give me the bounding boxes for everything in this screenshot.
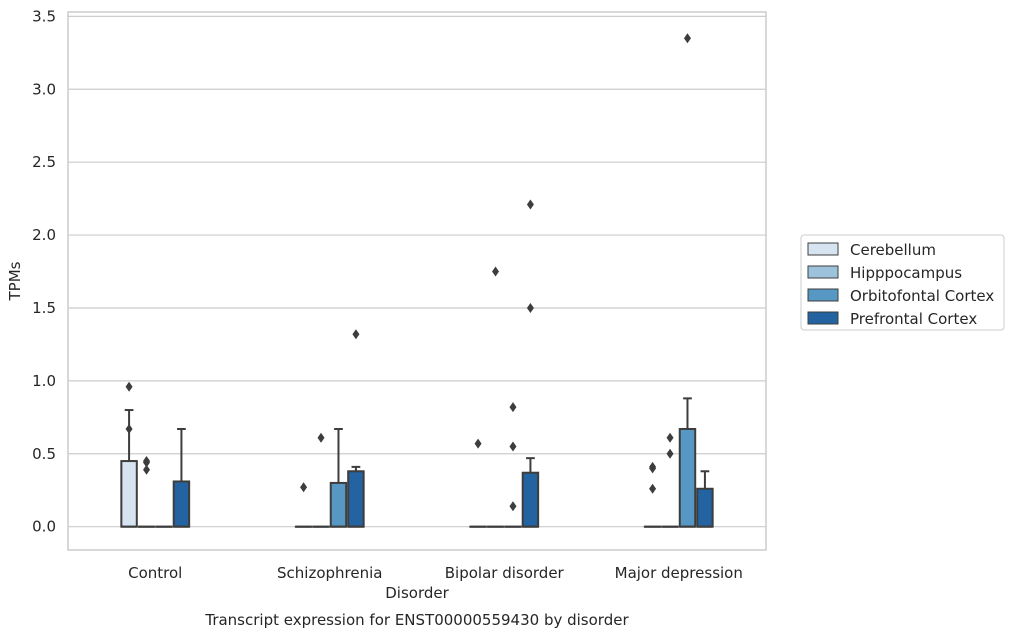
box-body: [696, 487, 714, 528]
outlier-point: [300, 482, 308, 493]
box-body: [521, 471, 540, 528]
legend-swatch: [807, 242, 839, 256]
y-tick-label: 1.5: [32, 299, 56, 317]
outlier-point: [649, 463, 657, 474]
outlier-point: [509, 501, 517, 512]
box: [172, 427, 191, 528]
y-tick-label: 3.5: [32, 7, 56, 25]
box: [678, 33, 697, 528]
category-group: [294, 329, 365, 528]
box: [312, 432, 330, 528]
legend-swatch: [807, 311, 839, 325]
x-tick-label: Major depression: [615, 564, 743, 582]
legend-swatch: [807, 288, 839, 302]
plot-frame: [67, 11, 767, 551]
y-axis-label: TPMs: [6, 261, 24, 301]
x-tick-label: Bipolar disorder: [445, 564, 565, 582]
outlier-point: [509, 402, 517, 413]
y-gridlines: [68, 15, 766, 528]
x-tick-label: Control: [128, 564, 182, 582]
box-body: [172, 480, 191, 528]
x-tick-labels: Control Schizophrenia Bipolar disorder Majo…: [128, 564, 743, 582]
y-tick-label: 1.0: [32, 372, 56, 390]
y-tick-label: 3.0: [32, 80, 56, 98]
y-tick-label: 2.5: [32, 153, 56, 171]
box: [469, 438, 487, 528]
box: [137, 456, 156, 528]
legend-frame: [800, 234, 1005, 331]
outlier-point: [649, 483, 657, 494]
outlier-point: [125, 423, 133, 434]
box: [504, 402, 522, 528]
category-group: [643, 33, 714, 528]
box: [347, 329, 365, 528]
outlier-point: [317, 432, 325, 443]
outlier-point: [526, 302, 534, 313]
box: [120, 381, 138, 528]
box: [521, 199, 540, 528]
chart-caption: Transcript expression for ENST0000055943…: [204, 611, 629, 629]
box-body: [120, 460, 138, 528]
outlier-point: [492, 266, 500, 277]
legend-swatch: [807, 265, 839, 279]
legend: Cerebellum Hipppocampus Orbitofontal Corte…: [800, 234, 1005, 331]
outlier-point: [474, 438, 482, 449]
category-group: [120, 381, 191, 528]
category-group: [469, 199, 540, 528]
legend-label: Prefrontal Cortex: [850, 310, 977, 328]
outlier-point: [666, 448, 674, 459]
legend-label: Cerebellum: [850, 241, 936, 259]
box: [486, 266, 505, 528]
outlier-point: [143, 457, 151, 468]
box: [294, 482, 313, 528]
box: [329, 427, 348, 528]
outlier-point: [666, 432, 674, 443]
legend-label: Orbitofontal Cortex: [850, 287, 994, 305]
outlier-point: [143, 464, 151, 475]
box: [696, 470, 714, 528]
box: [661, 432, 679, 528]
box-body: [329, 481, 348, 528]
legend-label: Hipppocampus: [850, 264, 962, 282]
outlier-point: [352, 329, 360, 340]
outlier-point: [125, 381, 133, 392]
y-tick-label: 0.0: [32, 518, 56, 536]
outlier-point: [509, 441, 517, 452]
box: [643, 461, 662, 528]
box-body: [678, 427, 697, 528]
outlier-point: [683, 33, 691, 44]
y-tick-label: 0.5: [32, 445, 56, 463]
y-tick-label: 2.0: [32, 226, 56, 244]
box-body: [347, 470, 365, 528]
box-groups: [120, 33, 714, 528]
x-axis-label: Disorder: [385, 584, 449, 602]
y-tick-labels: 0.0 0.5 1.0 1.5 2.0 2.5 3.0 3.5: [32, 7, 56, 535]
x-tick-label: Schizophrenia: [277, 564, 382, 582]
outlier-point: [526, 199, 534, 210]
